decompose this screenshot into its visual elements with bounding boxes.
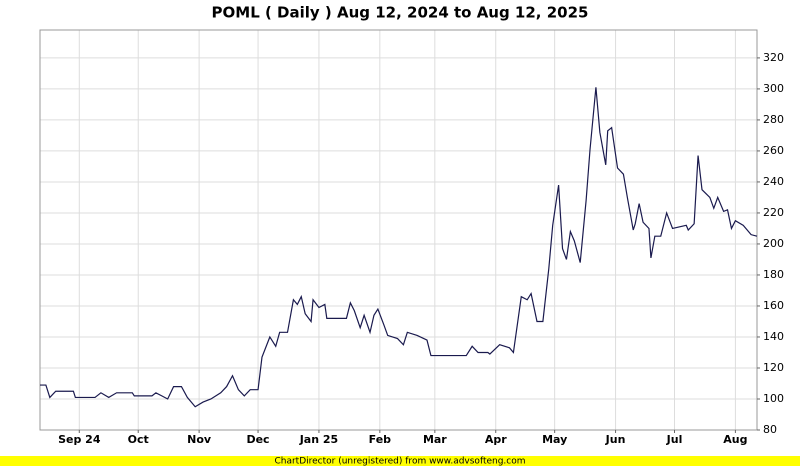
y-tick-label: 240	[763, 175, 784, 188]
chart-title: POML ( Daily ) Aug 12, 2024 to Aug 12, 2…	[212, 4, 589, 22]
x-tick-label: Jun	[605, 433, 626, 446]
price-line	[40, 87, 758, 408]
x-tick-label: Dec	[246, 433, 269, 446]
x-tick-label: Feb	[369, 433, 392, 446]
y-tick-label: 120	[763, 361, 784, 374]
x-tick-label: Oct	[128, 433, 149, 446]
y-tick-label: 140	[763, 330, 784, 343]
footer: ChartDirector (unregistered) from www.ad…	[274, 457, 525, 466]
y-tick-label: 80	[763, 423, 777, 436]
x-tick-label: Aug	[723, 433, 747, 446]
plot-border	[39, 29, 758, 431]
y-tick-label: 100	[763, 392, 784, 405]
y-tick-label: 220	[763, 206, 784, 219]
y-tick-label: 180	[763, 268, 784, 281]
x-tick-label: May	[542, 433, 567, 446]
y-tick-label: 160	[763, 299, 784, 312]
x-tick-label: Nov	[187, 433, 212, 446]
y-tick-label: 320	[763, 51, 784, 64]
x-tick-label: Apr	[485, 433, 507, 446]
y-tick-label: 260	[763, 144, 784, 157]
x-tick-label: Sep 24	[58, 433, 101, 446]
footer-bar	[0, 456, 800, 466]
y-tick-label: 200	[763, 237, 784, 250]
y-tick-label: 300	[763, 82, 784, 95]
x-tick-label: Jul	[666, 433, 683, 446]
x-tick-label: Mar	[423, 433, 447, 446]
y-tick-label: 280	[763, 113, 784, 126]
x-tick-label: Jan 25	[299, 433, 338, 446]
